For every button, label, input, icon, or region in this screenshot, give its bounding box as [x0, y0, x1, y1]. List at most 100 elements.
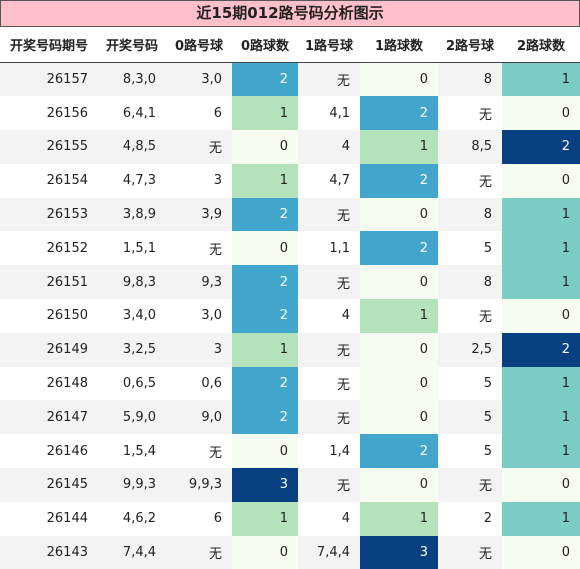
- cell: 26149: [0, 332, 98, 367]
- cell: 26153: [0, 197, 98, 232]
- cell: 3,4,0: [122, 308, 156, 324]
- cell-text: 0: [419, 477, 428, 493]
- cell: 1,5,1: [122, 240, 156, 256]
- cell: 4,8,5: [98, 130, 166, 164]
- heat-cell: 2: [502, 130, 580, 164]
- cell-text: 1: [279, 342, 288, 358]
- heat-cell: 2: [232, 197, 298, 232]
- cell-text: 1: [279, 173, 288, 189]
- cell: 无: [298, 400, 360, 435]
- heat-cell: 0: [232, 434, 298, 469]
- cell: 5: [483, 240, 492, 256]
- cell: 无: [166, 130, 232, 164]
- cell: 26148: [46, 376, 88, 392]
- cell-text: 0: [419, 72, 428, 88]
- heat-cell: 2: [360, 434, 438, 469]
- cell-text: 1: [419, 308, 428, 324]
- cell: 7,4,4: [98, 535, 166, 569]
- cell-text: 2: [279, 308, 288, 324]
- heat-cell: 1: [232, 332, 298, 367]
- heat-cell: 2: [360, 231, 438, 266]
- heat-cell: 0: [360, 366, 438, 401]
- table-row: 26144 4,6,2 6 1 4 1 2 1: [0, 501, 580, 536]
- cell: 无: [478, 310, 492, 326]
- cell-text: 0: [279, 240, 288, 256]
- cell-text: 2: [419, 443, 428, 459]
- cell: 8,5: [438, 130, 502, 164]
- heat-cell: 0: [232, 231, 298, 266]
- cell: 3,8,9: [98, 197, 166, 232]
- cell-text: 1: [561, 240, 570, 256]
- column-header: 2路球数: [502, 27, 580, 63]
- heat-cell: 1: [360, 501, 438, 536]
- heat-cell: 1: [232, 501, 298, 536]
- cell: 3,0: [166, 62, 232, 97]
- cell: 1,1: [329, 240, 350, 256]
- heat-cell: 1: [232, 163, 298, 198]
- cell: 无: [298, 468, 360, 502]
- cell: 6,4,1: [122, 105, 156, 121]
- heat-cell: 2: [232, 366, 298, 401]
- cell-text: 1: [561, 72, 570, 88]
- cell-text: 2: [279, 409, 288, 425]
- heat-cell: 1: [502, 501, 580, 536]
- table-row: 26153 3,8,9 3,9 2 无 0 8 1: [0, 197, 580, 232]
- cell: 无: [166, 535, 232, 569]
- cell: 无: [298, 197, 360, 232]
- table-row: 26152 1,5,1 无 0 1,1 2 5 1: [0, 231, 580, 266]
- cell-text: 1: [279, 105, 288, 121]
- cell: 2,5: [438, 332, 502, 367]
- cell-text: 0: [419, 274, 428, 290]
- cell-text: 0: [561, 545, 570, 561]
- heat-cell: 0: [360, 332, 438, 367]
- cell: 无: [208, 242, 222, 258]
- cell: 9,9,3: [98, 468, 166, 502]
- heat-cell: 0: [360, 265, 438, 300]
- cell-text: 1: [561, 511, 570, 527]
- heat-cell: 2: [360, 96, 438, 131]
- table-row: 26155 4,8,5 无 0 4 1 8,5 2: [0, 130, 580, 164]
- cell-text: 1: [561, 376, 570, 392]
- cell-text: 0: [419, 342, 428, 358]
- column-header: 2路号球: [438, 27, 502, 63]
- cell: 4,7: [329, 173, 350, 189]
- cell-text: 2: [279, 207, 288, 223]
- header-row: 开奖号码期号 开奖号码 0路号球 0路球数 1路号球 1路球数 2路号球 2路球数: [0, 27, 580, 63]
- heat-cell: 1: [502, 400, 580, 435]
- cell-text: 1: [279, 511, 288, 527]
- heat-cell: 1: [502, 62, 580, 97]
- heat-cell: 1: [502, 197, 580, 232]
- heat-cell: 1: [502, 366, 580, 401]
- cell: 无: [336, 378, 350, 394]
- cell: 无: [478, 175, 492, 191]
- cell-text: 0: [419, 207, 428, 223]
- cell: 8: [438, 62, 502, 97]
- column-header: 开奖号码: [98, 27, 166, 63]
- cell: 4,6,2: [122, 511, 156, 527]
- cell: 无: [438, 468, 502, 502]
- cell: 4: [298, 130, 360, 164]
- heat-cell: 0: [502, 96, 580, 131]
- cell-text: 2: [561, 342, 570, 358]
- table-row: 26148 0,6,5 0,6 2 无 0 5 1: [0, 366, 580, 401]
- cell-text: 0: [279, 443, 288, 459]
- cell: 3: [166, 332, 232, 367]
- heat-cell: 0: [360, 400, 438, 435]
- cell: 7,4,4: [298, 535, 360, 569]
- cell: 9,3: [166, 265, 232, 300]
- heat-cell: 0: [502, 299, 580, 333]
- cell-text: 1: [561, 409, 570, 425]
- cell-text: 0: [561, 173, 570, 189]
- cell-text: 1: [561, 274, 570, 290]
- cell-text: 2: [419, 105, 428, 121]
- column-header: 1路球数: [360, 27, 438, 63]
- cell: 无: [298, 332, 360, 367]
- cell-text: 0: [419, 376, 428, 392]
- cell-text: 2: [561, 139, 570, 155]
- cell-text: 1: [561, 443, 570, 459]
- cell: 3: [213, 173, 222, 189]
- table-row: 26146 1,5,4 无 0 1,4 2 5 1: [0, 434, 580, 469]
- data-table: 开奖号码期号 开奖号码 0路号球 0路球数 1路号球 1路球数 2路号球 2路球数 26157…: [0, 27, 580, 569]
- cell: 26155: [0, 130, 98, 164]
